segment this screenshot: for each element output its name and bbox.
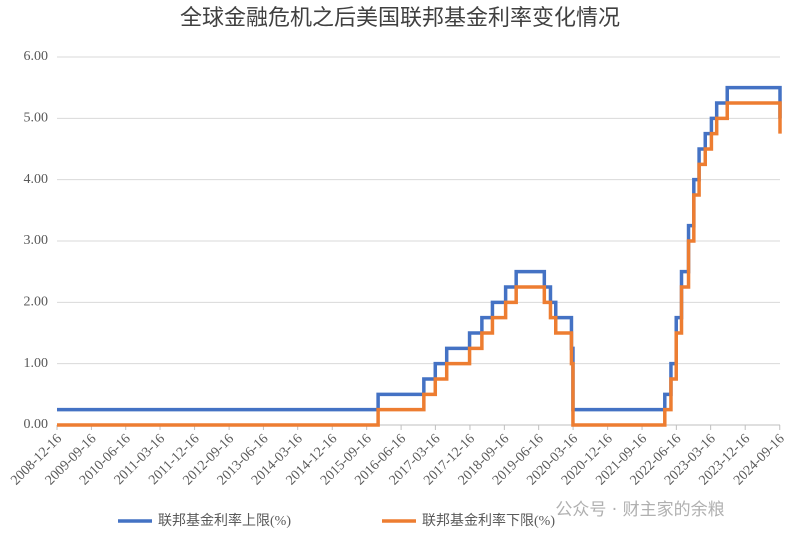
y-tick-label: 1.00 (24, 356, 49, 371)
y-tick-label: 2.00 (24, 295, 49, 310)
y-tick-label: 4.00 (24, 172, 49, 187)
legend-label: 联邦基金利率下限(%) (422, 512, 555, 529)
legend-label: 联邦基金利率上限(%) (158, 512, 291, 529)
chart-title: 全球金融危机之后美国联邦基金利率变化情况 (180, 5, 620, 30)
series-line (57, 85, 782, 412)
series-line (57, 101, 782, 427)
y-tick-label: 0.00 (24, 417, 49, 432)
y-tick-label: 6.00 (24, 49, 49, 64)
y-tick-label: 3.00 (24, 233, 49, 248)
y-tick-label: 5.00 (24, 111, 49, 126)
watermark: 公众号 · 财主家的余粮 (555, 500, 724, 520)
